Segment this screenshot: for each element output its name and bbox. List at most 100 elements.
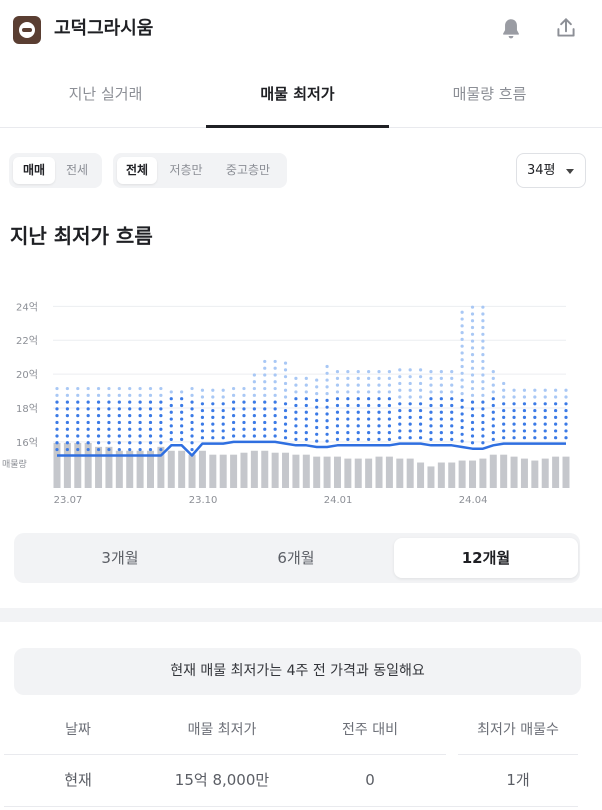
listing-dot — [107, 420, 111, 425]
trade-type-jeonse[interactable]: 전세 — [65, 163, 89, 177]
listing-dot — [96, 414, 101, 418]
listing-dot — [418, 381, 423, 386]
listing-dot — [294, 424, 298, 428]
listing-dot — [418, 402, 423, 406]
floor-mid-high-only[interactable]: 중고층만 — [225, 163, 271, 177]
listing-dot — [325, 425, 329, 430]
listing-dot — [76, 400, 80, 404]
volume-bar — [188, 454, 196, 488]
listing-dot — [263, 386, 267, 391]
listing-dot — [346, 369, 350, 374]
listing-dot — [148, 407, 153, 411]
listing-dot — [429, 390, 433, 394]
volume-bar — [427, 466, 435, 488]
period-3-months[interactable]: 3개월 — [101, 549, 139, 567]
listing-dot — [263, 407, 267, 411]
share-icon[interactable] — [553, 15, 579, 41]
listing-dot — [481, 386, 485, 391]
listing-dot — [377, 403, 381, 408]
listing-dot — [65, 420, 69, 425]
listing-dot — [138, 400, 142, 404]
volume-bar — [230, 454, 238, 488]
listing-dot — [481, 366, 485, 370]
listing-dot — [76, 447, 80, 452]
listing-dot — [346, 376, 350, 380]
listing-dot — [76, 407, 80, 411]
listing-dot — [429, 383, 433, 387]
x-tick-label: 23.10 — [189, 495, 218, 506]
volume-bar — [271, 452, 279, 488]
table-divider — [4, 754, 446, 755]
listing-dot — [335, 403, 340, 408]
listing-dot — [294, 431, 298, 435]
tab-listing-volume[interactable]: 매물량 흐름 — [452, 85, 527, 103]
listing-dot — [304, 390, 308, 394]
listing-dot — [294, 437, 298, 441]
listing-dot — [398, 381, 402, 386]
bell-icon[interactable] — [498, 16, 524, 42]
period-6-months[interactable]: 6개월 — [277, 549, 315, 567]
listing-dot — [55, 386, 59, 391]
listing-dot — [55, 434, 59, 438]
listing-dot — [55, 414, 59, 418]
trade-type-sale[interactable]: 매매 — [13, 157, 55, 184]
listing-dot — [502, 422, 506, 426]
volume-bar — [417, 462, 425, 488]
listing-dot — [335, 390, 340, 394]
listing-dot — [460, 331, 464, 335]
volume-bar — [219, 454, 227, 488]
listing-dot — [335, 369, 340, 374]
listing-dot — [512, 422, 516, 426]
listing-dot — [117, 441, 121, 445]
listing-dot — [481, 400, 485, 404]
volume-bar — [448, 462, 456, 488]
listing-dot — [107, 434, 111, 438]
volume-bar — [323, 456, 331, 488]
listing-dot — [502, 436, 506, 440]
listing-dot — [65, 400, 69, 404]
listing-dot — [335, 410, 340, 414]
floor-low-only[interactable]: 저층만 — [169, 163, 203, 177]
listing-dot — [522, 395, 527, 399]
period-12-months[interactable]: 12개월 — [394, 538, 578, 578]
listing-dot — [429, 397, 433, 401]
volume-bar — [126, 450, 134, 488]
listing-dot — [148, 447, 153, 452]
listing-dot — [263, 373, 267, 377]
header-date: 날짜 — [65, 722, 91, 738]
listing-dot — [481, 441, 485, 445]
listing-dot — [356, 376, 360, 380]
listing-dot — [211, 415, 215, 419]
size-select[interactable]: 34평 — [516, 153, 586, 188]
listing-dot — [512, 402, 516, 406]
listing-dot — [294, 403, 298, 408]
floor-all[interactable]: 전체 — [117, 157, 157, 184]
listing-dot — [481, 434, 485, 438]
lowest-price-line — [57, 440, 566, 457]
listing-dot — [304, 431, 308, 435]
tab-past-transactions[interactable]: 지난 실거래 — [68, 85, 143, 103]
listing-dot — [325, 405, 329, 409]
listing-dot — [481, 373, 485, 377]
tab-listing-lowest[interactable]: 매물 최저가 — [260, 85, 335, 103]
volume-bar — [167, 450, 175, 488]
listing-dot — [138, 393, 142, 397]
cell-lowest-price: 15억 8,000만 — [174, 771, 270, 789]
listing-dot — [502, 408, 506, 413]
listing-dot — [398, 388, 402, 392]
listing-dot — [470, 441, 475, 445]
volume-bar — [95, 446, 103, 488]
listing-dot — [159, 400, 163, 404]
listing-dot — [450, 369, 454, 374]
listing-dot — [512, 429, 516, 433]
listing-dot — [481, 393, 485, 397]
listing-dot — [96, 400, 101, 404]
listing-dot — [418, 422, 423, 426]
listing-dot — [86, 400, 90, 404]
listing-dot — [470, 305, 475, 309]
listing-dot — [76, 386, 80, 391]
listing-dot — [387, 369, 392, 374]
listing-dot — [418, 395, 423, 399]
volume-bar — [105, 446, 113, 488]
listing-dot — [242, 393, 246, 397]
